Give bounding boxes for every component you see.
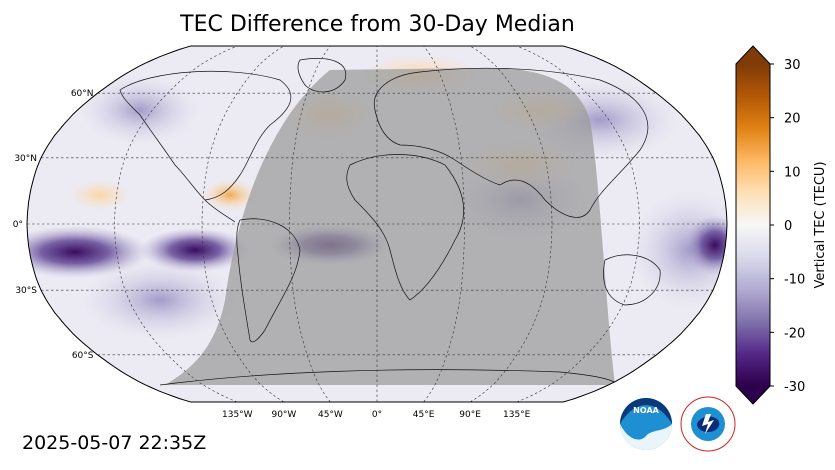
graticule: [27, 45, 727, 403]
central-america-coast: [204, 199, 236, 223]
colorbar-label: Vertical TEC (TECU): [813, 161, 828, 288]
longitude-label: 135°W: [222, 410, 253, 420]
latitude-labels: 60°N 30°N 0° 30°S 60°S: [13, 89, 94, 361]
longitude-label: 45°E: [413, 410, 435, 420]
colorbar-min-extension: [736, 386, 770, 404]
meridian-line: [469, 45, 553, 403]
colorbar-max-extension: [736, 46, 770, 64]
noaa-logo-text: NOAA: [633, 406, 659, 415]
colorbar-tick-label: 10: [784, 165, 801, 180]
longitude-label: 0°: [372, 410, 382, 420]
north-america-coast: [119, 70, 292, 201]
colorbar-tick-label: 20: [784, 112, 801, 127]
coastlines: [119, 58, 661, 386]
meridian-line: [289, 45, 331, 403]
nws-logo: [680, 396, 736, 452]
colorbar-tick-label: -30: [784, 380, 805, 395]
longitude-label: 90°W: [271, 410, 296, 420]
globe-outline: [26, 45, 728, 403]
colorbar-ticks: 30 20 10 0 -10 -20 -30: [770, 58, 805, 395]
latitude-label: 60°N: [71, 89, 94, 99]
latitude-label: 30°S: [15, 286, 37, 296]
colorbar-tick-label: 30: [784, 58, 801, 73]
australia-coast: [603, 254, 661, 306]
colorbar-tick-label: -10: [784, 273, 805, 288]
longitude-labels: 135°W 90°W 45°W 0° 45°E 90°E 135°E: [222, 410, 531, 420]
antarctica-coast: [159, 369, 621, 386]
noaa-logo: NOAA: [620, 398, 672, 450]
longitude-label: 90°E: [459, 410, 481, 420]
africa-coast: [346, 154, 465, 301]
longitude-label: 135°E: [503, 410, 531, 420]
meridian-line: [423, 45, 465, 403]
latitude-label: 60°S: [72, 351, 94, 361]
meridian-line: [114, 45, 238, 403]
meridian-line: [201, 45, 285, 403]
colorbar-tick-label: -20: [784, 326, 805, 341]
latitude-label: 0°: [13, 220, 23, 230]
map-title: TEC Difference from 30-Day Median: [180, 12, 575, 37]
longitude-label: 45°W: [318, 410, 343, 420]
colorbar-tick-label: 0: [784, 219, 792, 234]
night-shading: [165, 68, 615, 385]
colorbar-gradient: [736, 64, 770, 386]
eurasia-coast: [373, 67, 649, 218]
meridian-line: [516, 45, 640, 403]
south-america-coast: [236, 218, 301, 343]
latitude-label: 30°N: [14, 154, 37, 164]
colorbar: 30 20 10 0 -10 -20 -30 Vertical TEC (TECU): [735, 45, 828, 405]
greenland-coast: [297, 58, 347, 93]
timestamp: 2025-05-07 22:35Z: [22, 432, 207, 454]
